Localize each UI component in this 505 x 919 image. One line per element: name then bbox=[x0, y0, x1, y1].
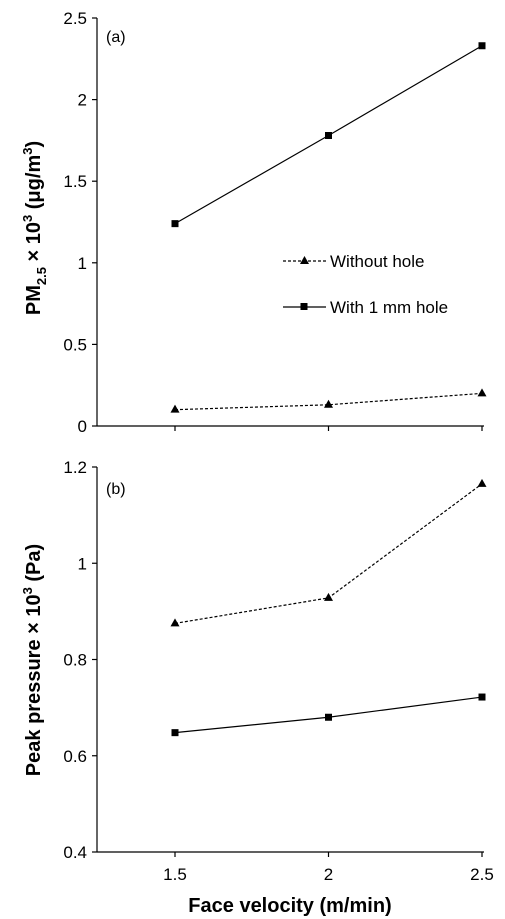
panel-b-series-line-without-hole bbox=[174, 483, 483, 624]
x-axis-title: Face velocity (m/min) bbox=[188, 895, 391, 917]
panel-b-x-tick-label: 1.5 bbox=[163, 865, 187, 884]
panel-a-point-without-hole bbox=[170, 404, 180, 413]
panel-a-point-without-hole bbox=[477, 388, 487, 397]
panel-b-y-tick-label: 0.8 bbox=[63, 651, 87, 670]
panel-a-y-tick-label: 0.5 bbox=[63, 335, 87, 354]
panel-b-y-tick-label: 1.2 bbox=[63, 458, 87, 477]
panel-a-y-axis-title: PM2.5 × 103 (μg/m3) bbox=[20, 141, 49, 315]
panel-a: 0 0.5 1 1.5 2 2.5 (a) PM2.5 × 103 (μg/m3) Wit… bbox=[20, 9, 487, 436]
legend-label-with-hole: With 1 mm hole bbox=[330, 298, 448, 317]
panel-a-label: (a) bbox=[106, 29, 126, 46]
legend-label-without-hole: Without hole bbox=[330, 252, 425, 271]
panel-a-series-line-without-hole bbox=[174, 392, 483, 411]
panel-b-y-axis-title: Peak pressure × 103 (Pa) bbox=[20, 544, 45, 776]
panel-b-point-with-hole bbox=[171, 729, 179, 737]
panel-a-y-tick-label: 2.5 bbox=[63, 9, 87, 28]
panel-a-y-tick-label: 1.5 bbox=[63, 172, 87, 191]
panel-b-y-tick-label: 1 bbox=[78, 554, 87, 573]
panel-b-x-tick-label: 2 bbox=[324, 865, 333, 884]
panel-a-point-with-hole bbox=[325, 132, 332, 140]
legend: Without hole With 1 mm hole bbox=[283, 252, 448, 317]
panel-b-axes: 0.4 0.6 0.8 1 1.2 1.5 2 2.5 bbox=[63, 458, 493, 884]
panel-a-y-tick-label: 1 bbox=[78, 254, 87, 273]
panel-b-label: (b) bbox=[106, 481, 126, 498]
legend-marker-with-hole bbox=[300, 303, 308, 310]
panel-a-y-tick-label: 0 bbox=[78, 417, 87, 436]
panel-a-y-tick-label: 2 bbox=[78, 91, 87, 110]
panel-b: 0.4 0.6 0.8 1 1.2 1.5 2 2.5 (b) Peak pressure ×… bbox=[20, 458, 494, 917]
panel-b-point-with-hole bbox=[325, 713, 332, 721]
legend-marker-without-hole bbox=[300, 256, 309, 264]
panel-a-series bbox=[170, 42, 487, 413]
panel-b-y-tick-label: 0.4 bbox=[63, 843, 87, 862]
panel-b-series bbox=[170, 478, 487, 737]
panel-b-point-without-hole bbox=[170, 618, 180, 627]
panel-b-point-without-hole bbox=[324, 592, 333, 601]
panel-b-y-tick-label: 0.6 bbox=[63, 747, 87, 766]
panel-b-x-tick-label: 2.5 bbox=[470, 865, 494, 884]
panel-a-point-without-hole bbox=[324, 399, 333, 408]
panel-a-point-with-hole bbox=[171, 220, 179, 228]
panel-b-point-with-hole bbox=[478, 693, 486, 701]
panel-a-point-with-hole bbox=[478, 42, 486, 50]
panel-b-point-without-hole bbox=[477, 478, 487, 487]
panel-a-axes: 0 0.5 1 1.5 2 2.5 bbox=[63, 9, 484, 436]
